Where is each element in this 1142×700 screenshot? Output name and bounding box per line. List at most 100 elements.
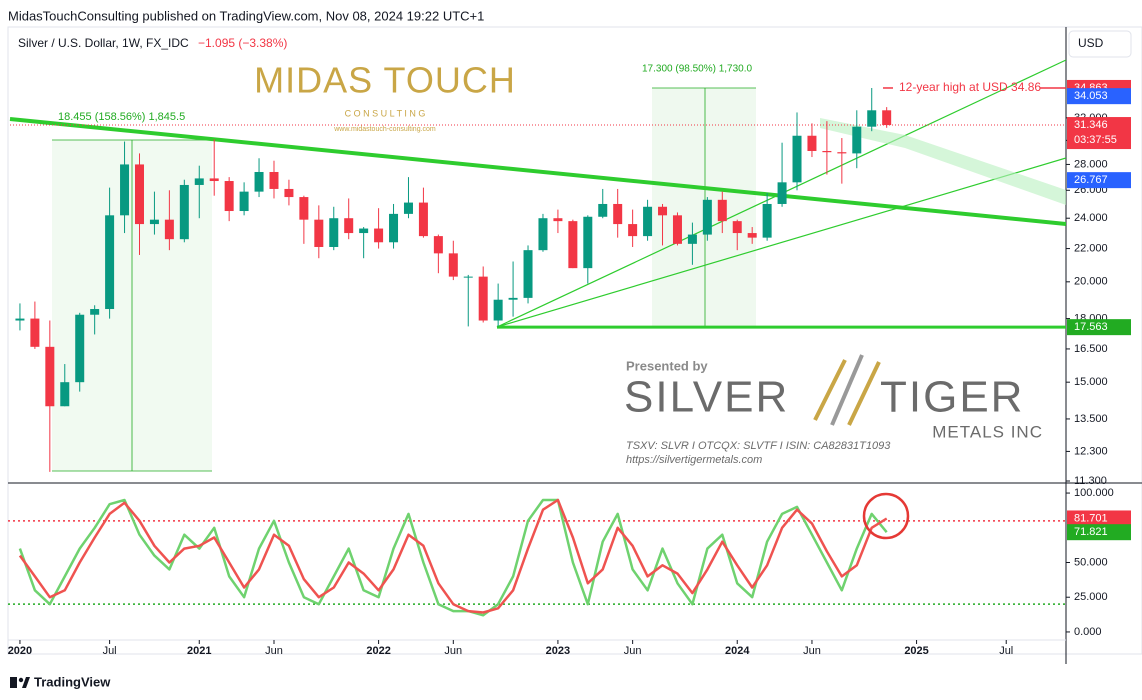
y-tick-label: 11.300 [1074, 475, 1107, 487]
x-tick-label: 2022 [366, 645, 390, 657]
candle-body [15, 318, 25, 321]
candle-body [523, 250, 533, 298]
candle-body [30, 318, 40, 347]
tickers: TSXV: SLVR I OTCQX: SLVTF I ISIN: CA8283… [626, 440, 891, 452]
candle-body [717, 199, 727, 222]
timer: 03:37:55 [1074, 134, 1117, 146]
measure-label: 18.455 (158.56%) 1,845.5 [58, 111, 185, 123]
candle-body [433, 236, 443, 254]
value-label-box [1067, 510, 1131, 527]
candle-body [867, 110, 877, 127]
candle-body [792, 135, 802, 183]
candle-body [120, 164, 130, 216]
candle-body [463, 276, 473, 278]
candle-body [598, 203, 608, 217]
price-label: 34.053 [1074, 90, 1108, 102]
tv-logo [10, 677, 30, 688]
candle-body [239, 191, 249, 212]
y-tick-label: 22.000 [1074, 242, 1108, 254]
silver-url: https://silvertigermetals.com [626, 454, 762, 466]
candle-body [672, 215, 682, 244]
change: −1.095 (−3.38%) [198, 36, 287, 50]
candle-body [105, 215, 115, 310]
metals-logo: METALS INC [932, 422, 1043, 441]
candle-body [418, 202, 428, 237]
candle-body [284, 188, 294, 198]
y-tick-label: 12.300 [1074, 445, 1108, 457]
currency-label: USD [1078, 36, 1104, 50]
y-tick-label: 16.500 [1074, 343, 1108, 355]
candle-body [45, 346, 55, 407]
x-tick-label: 2020 [8, 645, 32, 657]
x-tick-label: 2021 [187, 645, 211, 657]
candle-body [448, 253, 458, 277]
value-label: 71.821 [1074, 526, 1108, 538]
x-tick-label: Jun [803, 645, 821, 657]
published-header: MidasTouchConsulting published on Tradin… [8, 8, 484, 23]
candle-body [702, 199, 712, 235]
annotation: 12-year high at USD 34.86 [899, 80, 1041, 94]
price-label-box [1067, 117, 1131, 150]
stoch-pane [8, 498, 1066, 617]
x-tick-label: Jun [444, 645, 462, 657]
frame [7, 26, 1142, 655]
candle-body [687, 234, 697, 244]
candle-body [732, 221, 742, 234]
candle-body [882, 110, 892, 126]
candle-body [762, 203, 772, 238]
presented-by: Presented by [626, 358, 708, 373]
price-label-box [1067, 319, 1131, 336]
price-label: 31.346 [1074, 119, 1108, 131]
candle-body [90, 309, 100, 315]
midas-logo: MIDAS TOUCH [254, 60, 516, 101]
channel [820, 118, 1066, 205]
x-tick-label: Jun [265, 645, 283, 657]
main-pane [9, 59, 1066, 472]
candle-body [553, 218, 563, 222]
highlight-circle [862, 492, 910, 540]
candle-body [389, 213, 399, 243]
candle-body [807, 135, 817, 151]
y-tick-label: 100.000 [1074, 487, 1114, 499]
x-tick-label: Jul [999, 645, 1013, 657]
candle-body [329, 218, 339, 247]
midas-sub: C O N S U L T I N G [345, 108, 426, 118]
stoch-line [18, 498, 888, 617]
value-label-box [1067, 524, 1131, 541]
candle-body [508, 297, 518, 300]
x-tick-label: Jun [624, 645, 642, 657]
silver-logo: SILVER [624, 373, 789, 422]
candle-body [538, 218, 548, 251]
price-label: 26.767 [1074, 174, 1108, 186]
x-tick-label: 2025 [904, 645, 928, 657]
y-tick-label: 15.000 [1074, 376, 1108, 388]
candle-body [493, 299, 503, 321]
footer-brand: TradingView [34, 674, 111, 689]
candle-body [344, 218, 354, 234]
y-tick-label: 25.000 [1074, 591, 1108, 603]
candle-body [403, 202, 413, 214]
trendline [9, 117, 1066, 226]
tiger-logo: TIGER [880, 373, 1024, 422]
candle-body [568, 221, 578, 269]
trendline [496, 157, 1066, 328]
candle-body [224, 181, 234, 212]
currency-button[interactable] [1068, 30, 1132, 58]
candle-body [359, 228, 369, 234]
candle-body [374, 228, 384, 243]
price-label-box [1067, 172, 1131, 189]
claw-icon [813, 354, 881, 426]
x-tick-label: 2023 [546, 645, 570, 657]
stoch-line [18, 498, 888, 614]
candle-body [628, 224, 638, 237]
candle-body [179, 184, 189, 240]
candle-body [478, 276, 488, 321]
candle-body [658, 206, 668, 216]
candle-body [777, 182, 787, 204]
candle-body [269, 171, 279, 189]
candle-body [314, 219, 324, 247]
candle-body [837, 152, 847, 154]
candle-body [134, 164, 144, 225]
x-tick-label: Jul [103, 645, 117, 657]
candle-body [254, 171, 264, 192]
